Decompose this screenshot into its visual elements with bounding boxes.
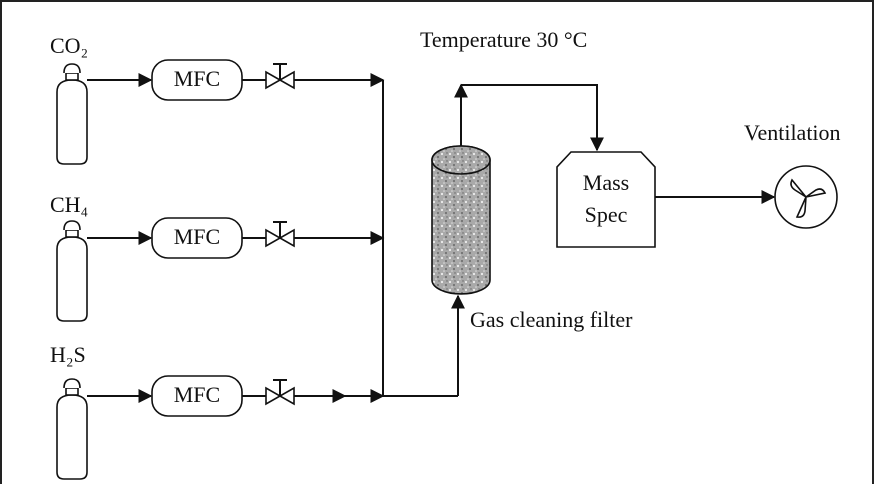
- mfc-label: MFC: [174, 382, 220, 407]
- pipe: [461, 84, 604, 152]
- gas-label: CO₂: [50, 33, 88, 58]
- fan-blades: [790, 178, 827, 218]
- temperature-label: Temperature 30 °C: [420, 27, 587, 52]
- mass-spec-label: Mass: [583, 170, 629, 195]
- filter-label: Gas cleaning filter: [470, 307, 633, 332]
- gas-filter-top: [431, 145, 491, 175]
- gas-label: CH₄: [50, 192, 88, 217]
- gas-cylinder: [56, 220, 88, 322]
- valve: [265, 221, 295, 247]
- gas-cylinder: [56, 63, 88, 165]
- mass-spec: [556, 151, 656, 248]
- gas-cylinder: [56, 378, 88, 480]
- mfc-label: MFC: [174, 224, 220, 249]
- valve: [265, 379, 295, 405]
- mass-spec-label: Spec: [585, 202, 628, 227]
- mfc-label: MFC: [174, 66, 220, 91]
- valve: [265, 63, 295, 89]
- ventilation-label: Ventilation: [744, 120, 841, 145]
- gas-label: H₂S: [50, 342, 86, 367]
